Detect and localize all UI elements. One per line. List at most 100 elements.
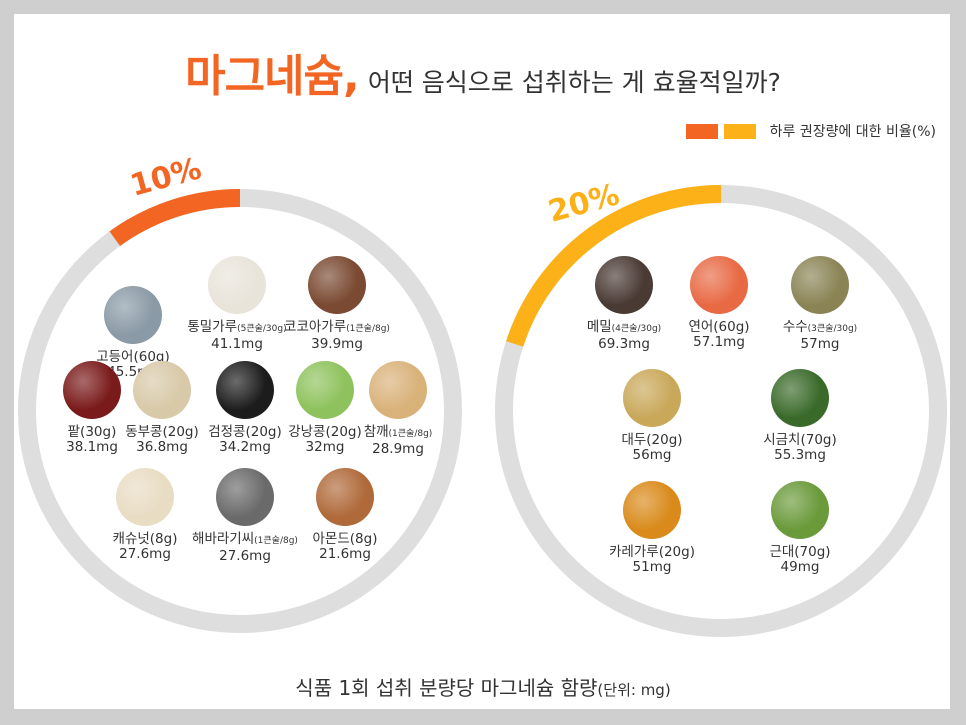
sesame-icon xyxy=(369,361,427,419)
food-item: 팥(30g) 38.1mg xyxy=(27,361,157,455)
cocoa-powder-icon xyxy=(308,256,366,314)
food-item: 검정콩(20g) 34.2mg xyxy=(180,361,310,455)
serving-note: (1큰술/8g) xyxy=(388,429,433,439)
food-name: 동부콩(20g) xyxy=(97,425,227,440)
serving-note: (4큰술/30g) xyxy=(611,324,662,334)
cashew-icon xyxy=(116,468,174,526)
food-item: 동부콩(20g) 36.8mg xyxy=(97,361,227,455)
magnesium-value: 32mg xyxy=(305,439,345,455)
serving-note: (3큰술/30g) xyxy=(807,324,858,334)
food-name: 통밀가루(5큰술/30g) xyxy=(172,320,302,337)
food-name-text: 수수 xyxy=(782,319,808,335)
food-name-text: 메밀 xyxy=(586,319,612,335)
food-item: 시금치(70g) 55.3mg xyxy=(735,369,865,463)
magnesium-value: 41.1mg xyxy=(211,336,263,352)
magnesium-value: 28.9mg xyxy=(372,441,424,457)
black-bean-icon xyxy=(216,361,274,419)
food-name: 고등어(60g) xyxy=(68,350,198,365)
serving-note: (1큰술/8g) xyxy=(346,324,390,334)
title-highlight: 마그네슘, xyxy=(185,51,360,102)
magnesium-value: 34.2mg xyxy=(219,439,271,455)
curry-powder-icon xyxy=(623,481,681,539)
food-item: 코코아가루(1큰술/8g) 39.9mg xyxy=(272,256,402,352)
almond-icon xyxy=(316,468,374,526)
food-name: 시금치(70g) xyxy=(735,433,865,448)
food-name: 캐슈넛(8g) xyxy=(80,532,210,547)
food-name: 수수(3큰술/30g) xyxy=(755,320,885,337)
magnesium-value: 27.6mg xyxy=(219,548,271,564)
mackerel-icon xyxy=(104,286,162,344)
food-name-text: 시금치(70g) xyxy=(763,432,837,448)
food-item: 근대(70g) 49mg xyxy=(735,481,865,575)
food-name-text: 통밀가루 xyxy=(187,319,238,335)
food-name-text: 대두(20g) xyxy=(621,432,683,448)
food-item: 카레가루(20g) 51mg xyxy=(587,481,717,575)
food-item: 대두(20g) 56mg xyxy=(587,369,717,463)
food-name-text: 해바라기씨 xyxy=(192,531,255,547)
footer-unit: (단위: mg) xyxy=(597,681,671,699)
salmon-icon xyxy=(690,256,748,314)
food-name-text: 검정콩(20g) xyxy=(208,424,282,440)
legend-swatch-orange xyxy=(685,123,718,139)
sorghum-icon xyxy=(791,256,849,314)
magnesium-value: 57mg xyxy=(800,336,840,352)
food-name-text: 코코아가루 xyxy=(284,319,347,335)
magnesium-value: 21.6mg xyxy=(319,546,371,562)
food-item: 참깨(1큰술/8g) 28.9mg xyxy=(333,361,463,457)
food-item: 메밀(4큰술/30g) 69.3mg xyxy=(559,256,689,352)
magnesium-value: 56mg xyxy=(632,447,672,463)
magnesium-value: 36.8mg xyxy=(136,439,188,455)
food-name-text: 동부콩(20g) xyxy=(125,424,199,440)
food-item: 캐슈넛(8g) 27.6mg xyxy=(80,468,210,562)
food-item: 아몬드(8g) 21.6mg xyxy=(280,468,410,562)
food-name-text: 캐슈넛(8g) xyxy=(112,531,178,547)
food-name-text: 강낭콩(20g) xyxy=(288,424,362,440)
serving-note: (1큰술/8g) xyxy=(254,536,298,546)
food-name: 메밀(4큰술/30g) xyxy=(559,320,689,337)
food-name: 아몬드(8g) xyxy=(280,532,410,547)
food-item: 고등어(60g) 45.5mg xyxy=(68,286,198,380)
food-name-text: 근대(70g) xyxy=(769,544,831,560)
magnesium-value: 51mg xyxy=(632,559,672,575)
food-name: 참깨(1큰술/8g) xyxy=(333,425,463,442)
food-name: 카레가루(20g) xyxy=(587,545,717,560)
food-item: 해바라기씨(1큰술/8g) 27.6mg xyxy=(180,468,310,564)
spinach-icon xyxy=(771,369,829,427)
magnesium-value: 38.1mg xyxy=(66,439,118,455)
legend: 하루 권장량에 대한 비율(%) xyxy=(685,121,936,141)
food-name-text: 아몬드(8g) xyxy=(312,531,378,547)
food-name: 연어(60g) xyxy=(654,320,784,335)
left-ring-progress xyxy=(109,189,241,247)
legend-label: 하루 권장량에 대한 비율(%) xyxy=(769,124,936,140)
magnesium-value: 57.1mg xyxy=(693,334,745,350)
food-name: 근대(70g) xyxy=(735,545,865,560)
food-item: 수수(3큰술/30g) 57mg xyxy=(755,256,885,352)
footer-caption: 식품 1회 섭취 분량당 마그네슘 함량(단위: mg) xyxy=(0,672,966,701)
soybean-icon xyxy=(623,369,681,427)
buckwheat-icon xyxy=(595,256,653,314)
food-name-text: 고등어(60g) xyxy=(96,349,170,365)
legend-swatch-yellow xyxy=(723,123,756,139)
magnesium-value: 27.6mg xyxy=(119,546,171,562)
page-title: 마그네슘, 어떤 음식으로 섭취하는 게 효율적일까? xyxy=(0,40,966,104)
food-item: 통밀가루(5큰술/30g) 41.1mg xyxy=(172,256,302,352)
food-item: 강낭콩(20g) 32mg xyxy=(260,361,390,455)
food-name: 해바라기씨(1큰술/8g) xyxy=(180,532,310,549)
food-name: 강낭콩(20g) xyxy=(260,425,390,440)
food-name-text: 참깨 xyxy=(363,424,389,440)
food-name: 대두(20g) xyxy=(587,433,717,448)
red-bean-icon xyxy=(63,361,121,419)
chard-icon xyxy=(771,481,829,539)
food-name-text: 연어(60g) xyxy=(688,319,750,335)
footer-main: 식품 1회 섭취 분량당 마그네슘 함량 xyxy=(295,676,598,700)
title-text: 어떤 음식으로 섭취하는 게 효율적일까? xyxy=(367,68,781,97)
sunflower-seed-icon xyxy=(216,468,274,526)
food-name-text: 카레가루(20g) xyxy=(609,544,695,560)
food-name: 코코아가루(1큰술/8g) xyxy=(272,320,402,337)
cowpea-icon xyxy=(133,361,191,419)
serving-note: (5큰술/30g) xyxy=(237,324,287,334)
food-name: 팥(30g) xyxy=(27,425,157,440)
kidney-bean-icon xyxy=(296,361,354,419)
right-ring-progress xyxy=(506,185,722,347)
